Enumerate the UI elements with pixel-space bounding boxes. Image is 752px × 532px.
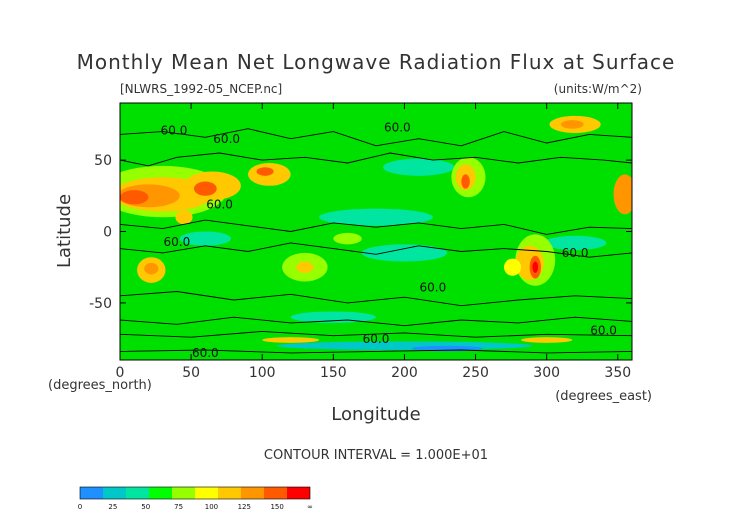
- x-tick-label: 150: [320, 365, 347, 381]
- field-region-asia-east: [256, 167, 274, 176]
- contour-label: 60.0: [590, 323, 617, 337]
- contour-label: 60.0: [192, 346, 219, 360]
- colorbar-tick-label: 25: [108, 503, 117, 511]
- units-label: (units:W/m^2): [554, 82, 642, 96]
- colorbar-swatch: [172, 487, 195, 499]
- colorbar-tick-label: ∞: [307, 503, 313, 511]
- x-tick-label: 300: [533, 365, 560, 381]
- x-tick-label: 350: [604, 365, 631, 381]
- colorbar-swatch: [103, 487, 126, 499]
- field-region-east-edge: [613, 174, 632, 215]
- contour-label: 60.0: [213, 132, 240, 146]
- y-tick-label: 50: [94, 153, 112, 169]
- field-region-s-america: [532, 261, 539, 273]
- x-tick-label: 250: [462, 365, 489, 381]
- plot-area: 60.0 60.0 60.0 60.0 60.0 60.0 60.0 60.0 60.0 60.0: [119, 102, 633, 361]
- field-region-ocean-low: [290, 311, 377, 323]
- x-tick-label: 50: [182, 365, 200, 381]
- field-region-tropical-w: [333, 232, 362, 245]
- x-tick-label: 0: [116, 365, 125, 381]
- x-axis-label: Longitude: [331, 404, 421, 425]
- contour-line: [120, 219, 632, 235]
- contour-line: [120, 330, 632, 338]
- y-axis-ticks: 50 0 -50: [89, 153, 632, 312]
- contour-label: 60.0: [363, 332, 390, 346]
- colorbar-swatch: [126, 487, 149, 499]
- field-region-sa-west: [504, 258, 522, 276]
- field-region-sahara-arabia: [120, 190, 149, 205]
- field-region-e-africa: [175, 210, 193, 225]
- colorbar-swatch: [80, 487, 103, 499]
- colorbar-swatch: [264, 487, 287, 499]
- colorbar-swatch: [241, 487, 264, 499]
- contour-line: [120, 152, 632, 167]
- field-region-antarctic-low: [276, 341, 533, 351]
- field-region-antarctic-mix: [262, 337, 320, 343]
- contour-labels: 60.0 60.0 60.0 60.0 60.0 60.0 60.0 60.0 60.0 60.0: [161, 121, 617, 360]
- colorbar-frame: [79, 486, 311, 500]
- field-region-central-asia: [193, 181, 217, 196]
- colorbar-tick-label: 150: [270, 503, 283, 511]
- field-region-ocean-low: [543, 235, 607, 251]
- colorbar-tick-label: 75: [174, 503, 183, 511]
- field-region-s-africa: [144, 262, 159, 275]
- contour-interval-text: CONTOUR INTERVAL = 1.000E+01: [264, 448, 488, 463]
- colorbar-tick-label: 100: [205, 503, 218, 511]
- field-region-australia: [296, 261, 314, 273]
- chart-title: Monthly Mean Net Longwave Radiation Flux…: [77, 50, 676, 74]
- colorbar: 0 25 50 75 100 125 150 ∞: [78, 486, 313, 511]
- colorbar-swatch: [218, 487, 241, 499]
- field-region-greenland: [560, 120, 584, 129]
- field-region-ocean-low: [361, 244, 448, 262]
- y-unit-label: (degrees_north): [48, 378, 152, 393]
- colorbar-tick-label: 125: [238, 503, 251, 511]
- colorbar-tick-label: 50: [141, 503, 150, 511]
- colorbar-swatch: [195, 487, 218, 499]
- contour-label: 60.0: [206, 198, 233, 212]
- y-axis-label: Latitude: [54, 194, 75, 268]
- contour-label: 60.0: [161, 123, 188, 137]
- field-region-na-west: [461, 174, 470, 189]
- contour-label: 60.0: [562, 246, 589, 260]
- colorbar-tick-label: 0: [78, 503, 82, 511]
- colorbar-swatch: [287, 487, 310, 499]
- contour-line: [120, 128, 632, 147]
- y-tick-label: -50: [89, 296, 112, 312]
- field-region-ocean-low: [319, 208, 433, 226]
- y-tick-label: 0: [103, 225, 112, 241]
- contour-line: [120, 316, 632, 327]
- contour-line: [120, 242, 632, 258]
- contour-label: 60.0: [420, 280, 447, 294]
- field-region-ocean-low: [179, 231, 231, 246]
- contour-line: [120, 291, 632, 307]
- field-regions: [120, 115, 632, 352]
- colorbar-swatch: [149, 487, 172, 499]
- source-filename: [NLWRS_1992-05_NCEP.nc]: [120, 82, 282, 96]
- x-axis-ticks: 0 50 100 150 200 250 300 350: [116, 103, 631, 381]
- field-region-antarctic-mix: [521, 337, 573, 343]
- contour-line: [120, 349, 632, 354]
- field-region-ocean-low: [383, 158, 455, 176]
- x-tick-label: 100: [249, 365, 276, 381]
- contour-label: 60.0: [384, 121, 411, 135]
- contour-lines: [120, 128, 632, 354]
- x-tick-label: 200: [391, 365, 418, 381]
- x-unit-label: (degrees_east): [555, 389, 652, 404]
- contour-label: 60.0: [164, 235, 191, 249]
